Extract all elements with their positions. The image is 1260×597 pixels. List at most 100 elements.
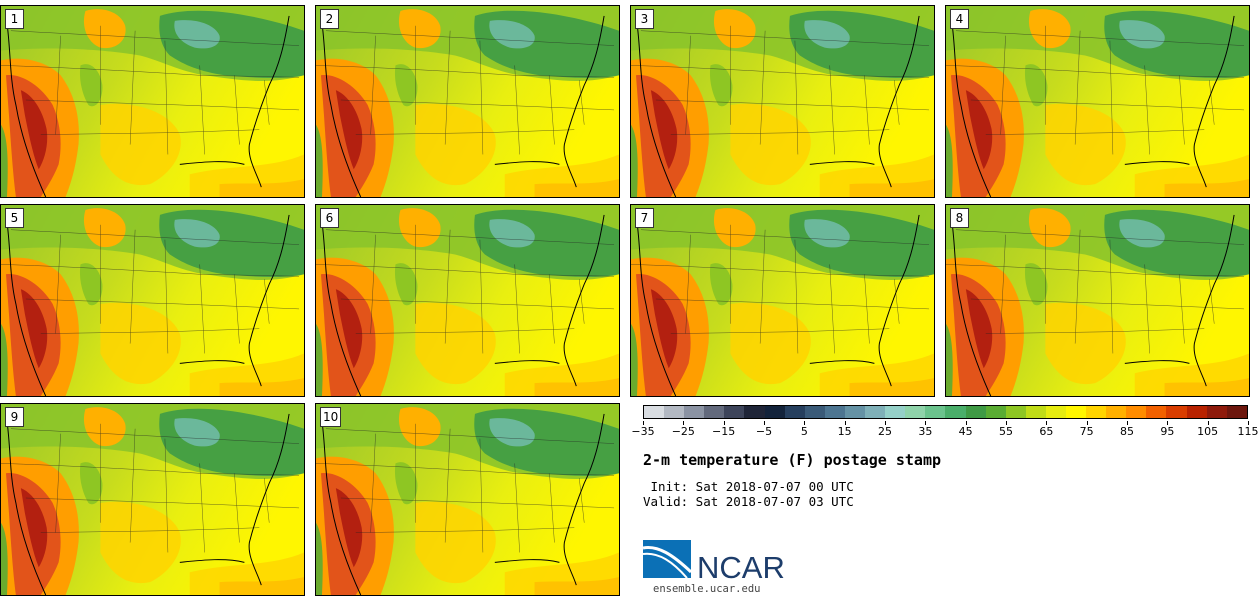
member-number: 7 xyxy=(635,208,654,228)
colorbar-tick xyxy=(885,421,886,425)
colorbar-segment xyxy=(965,406,986,418)
map-panel-8: 8 xyxy=(945,204,1250,397)
colorbar-tick xyxy=(965,421,967,425)
colorbar-tick-label: 55 xyxy=(999,425,1013,438)
colorbar xyxy=(643,405,1248,419)
colorbar-tick xyxy=(723,421,725,425)
colorbar-tick-label: 115 xyxy=(1237,425,1259,438)
member-number: 5 xyxy=(5,208,24,228)
temperature-map xyxy=(1,6,304,197)
colorbar-tick-label: 15 xyxy=(837,425,852,438)
colorbar-tick xyxy=(844,421,846,425)
colorbar-segment xyxy=(1186,406,1207,418)
colorbar-tick-label: −25 xyxy=(671,425,695,438)
colorbar-segment xyxy=(1025,406,1046,418)
colorbar-ticks: −35 −25 −15 −5 5 15 25 35 45 55 65 75 85 95 105 115 xyxy=(631,421,1259,441)
colorbar-segment xyxy=(1166,406,1187,418)
colorbar-tick-label: 85 xyxy=(1120,425,1134,438)
colorbar-tick-label: 5 xyxy=(800,425,808,438)
colorbar-segment xyxy=(945,406,966,418)
colorbar-tick-label: −15 xyxy=(712,425,736,438)
colorbar-segment xyxy=(744,406,765,418)
ncar-logo-text: NCAR xyxy=(697,550,785,585)
colorbar-segment xyxy=(764,406,785,418)
colorbar-segment xyxy=(804,406,825,418)
colorbar-tick-label: 105 xyxy=(1197,425,1219,438)
member-number: 8 xyxy=(950,208,969,228)
colorbar-tick-label: −5 xyxy=(755,425,773,438)
colorbar-segment xyxy=(865,406,886,418)
colorbar-segment xyxy=(1106,406,1127,418)
map-panel-2: 2 xyxy=(315,5,620,198)
colorbar-tick xyxy=(764,421,765,425)
colorbar-segment xyxy=(844,406,866,418)
colorbar-tick xyxy=(683,421,685,425)
valid-time: Valid: Sat 2018-07-07 03 UTC xyxy=(643,494,854,509)
map-panel-5: 5 xyxy=(0,204,305,397)
colorbar-segment xyxy=(1226,406,1247,418)
temperature-map xyxy=(631,205,934,396)
colorbar-tick xyxy=(1127,421,1128,425)
colorbar-segment xyxy=(1146,406,1167,418)
colorbar-tick xyxy=(925,421,927,425)
colorbar-segment xyxy=(1065,406,1087,418)
plot-title: 2-m temperature (F) postage stamp xyxy=(643,451,942,469)
colorbar-tick xyxy=(1167,421,1169,425)
colorbar-segment xyxy=(1045,406,1066,418)
map-panel-1: 1 xyxy=(0,5,305,198)
init-time: Init: Sat 2018-07-07 00 UTC xyxy=(643,479,854,494)
colorbar-segment xyxy=(704,406,725,418)
temperature-map xyxy=(316,6,619,197)
colorbar-tick-label: 25 xyxy=(878,425,892,438)
map-panel-9: 9 xyxy=(0,403,305,596)
colorbar-tick xyxy=(1248,421,1249,425)
colorbar-segment xyxy=(1086,406,1107,418)
temperature-map xyxy=(1,404,304,595)
member-number: 10 xyxy=(320,407,342,427)
colorbar-tick xyxy=(1046,421,1048,425)
temperature-map xyxy=(946,6,1249,197)
map-panel-3: 3 xyxy=(630,5,935,198)
temperature-map xyxy=(946,205,1249,396)
temperature-map xyxy=(316,404,619,595)
temperature-map xyxy=(631,6,934,197)
member-number: 1 xyxy=(5,9,24,29)
member-number: 3 xyxy=(635,9,654,29)
colorbar-segment xyxy=(1126,406,1147,418)
colorbar-tick-label: 65 xyxy=(1039,425,1054,438)
colorbar-tick-label: 75 xyxy=(1079,425,1094,438)
member-number: 6 xyxy=(320,208,339,228)
colorbar-segment xyxy=(784,406,805,418)
colorbar-tick xyxy=(1086,421,1088,425)
colorbar-segment xyxy=(724,406,745,418)
colorbar-segment xyxy=(644,406,665,418)
ncar-logo-mark xyxy=(643,540,691,578)
colorbar-segment xyxy=(1005,406,1026,418)
map-panel-6: 6 xyxy=(315,204,620,397)
colorbar-segment xyxy=(664,406,685,418)
colorbar-segment xyxy=(905,406,926,418)
map-panel-10: 10 xyxy=(315,403,620,596)
colorbar-segment xyxy=(925,406,946,418)
map-panel-4: 4 xyxy=(945,5,1250,198)
colorbar-segment xyxy=(824,406,845,418)
temperature-map xyxy=(316,205,619,396)
colorbar-segment xyxy=(885,406,906,418)
colorbar-tick-label: −35 xyxy=(631,425,655,438)
temperature-map xyxy=(1,205,304,396)
colorbar-tick xyxy=(643,421,644,425)
ncar-logo: NCAR xyxy=(642,540,803,585)
member-number: 4 xyxy=(950,9,969,29)
colorbar-segment xyxy=(985,406,1006,418)
colorbar-tick-label: 95 xyxy=(1160,425,1175,438)
colorbar-tick-label: 45 xyxy=(958,425,973,438)
site-url: ensemble.ucar.edu xyxy=(653,583,761,595)
colorbar-segment xyxy=(684,406,705,418)
colorbar-tick-label: 35 xyxy=(918,425,933,438)
member-number: 9 xyxy=(5,407,24,427)
colorbar-segment xyxy=(1206,406,1227,418)
colorbar-tick xyxy=(804,421,806,425)
member-number: 2 xyxy=(320,9,339,29)
colorbar-tick xyxy=(1207,421,1209,425)
colorbar-tick xyxy=(1006,421,1007,425)
